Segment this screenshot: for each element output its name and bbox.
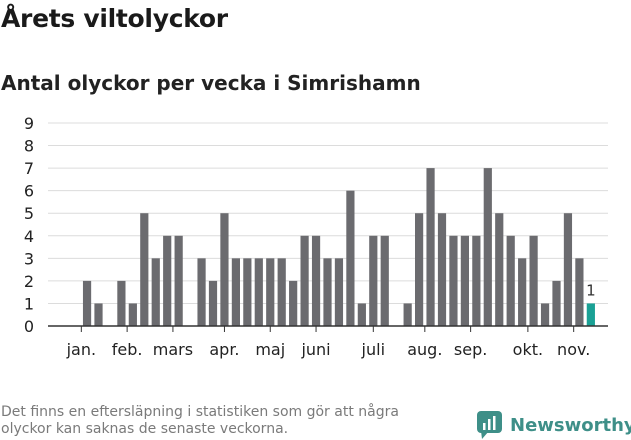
bar-week-44	[563, 213, 573, 326]
bar-week-43	[552, 280, 561, 326]
y-tick-label: 5	[24, 204, 34, 223]
bar-week-39	[506, 235, 515, 326]
bar-week-37	[483, 168, 492, 326]
bar-chart-speech-bubble-icon	[477, 411, 502, 439]
chart-title: Årets viltolyckor	[1, 4, 228, 33]
bar-week-40	[518, 258, 527, 326]
footnote: Det finns en eftersläpning i statistiken…	[1, 404, 399, 437]
bar-week-45	[575, 258, 584, 326]
bar-week-22	[311, 235, 321, 326]
bar-week-30	[403, 303, 412, 326]
bar-week-19	[277, 258, 286, 326]
bar-week-2	[82, 280, 92, 326]
y-tick-label: 1	[24, 294, 34, 313]
y-tick-label: 0	[24, 317, 34, 336]
bar-week-27	[369, 235, 378, 326]
bar-week-31	[415, 213, 424, 326]
bar-week-36	[472, 235, 481, 326]
bar-week-42	[540, 303, 550, 326]
bar-week-20	[289, 280, 298, 326]
bar-week-13	[208, 280, 218, 326]
x-tick-label-mars: mars	[153, 340, 193, 359]
bar-chart: 0 1 2 3 4 5 6 7 8 9 1 jan. feb. mars apr. maj juni juli au…	[24, 114, 608, 359]
x-tick-label-maj: maj	[255, 340, 285, 359]
bar-week-12	[197, 258, 206, 326]
y-tick-label: 6	[24, 182, 34, 201]
bar-week-17	[254, 258, 263, 326]
bar-week-28	[380, 235, 389, 326]
bar-week-32	[426, 168, 435, 326]
bar-week-8	[151, 258, 160, 326]
chart-subtitle: Antal olyckor per vecka i Simrishamn	[1, 71, 421, 95]
brand-name: Newsworthy	[510, 414, 631, 436]
bar-week-35	[460, 235, 469, 326]
bar-week-7	[140, 213, 149, 326]
bar-week-23	[323, 258, 332, 326]
y-tick-label: 7	[24, 159, 34, 178]
brand-logo[interactable]: Newsworthy	[477, 410, 631, 440]
bar-week-33	[437, 213, 447, 326]
bar-week-38	[495, 213, 504, 326]
y-tick-label: 2	[24, 272, 34, 291]
y-tick-label: 3	[24, 249, 34, 268]
bar-week-21	[300, 235, 309, 326]
x-tick-label-nov: nov.	[557, 340, 590, 359]
bar-week-15	[231, 258, 240, 326]
x-tick-label-juli: juli	[361, 340, 385, 359]
bar-week-18	[266, 258, 275, 326]
x-tick-label-jan: jan.	[66, 340, 96, 359]
x-tick-label-aug: aug.	[407, 340, 442, 359]
x-tick-label-juni: juni	[300, 340, 330, 359]
bar-week-46	[586, 303, 595, 326]
bar-week-25	[346, 190, 355, 326]
x-tick-label-apr: apr.	[209, 340, 239, 359]
x-tick-label-sep: sep.	[454, 340, 487, 359]
bar-week-5	[117, 280, 126, 326]
x-tick-label-okt: okt.	[513, 340, 543, 359]
bar-week-26	[357, 303, 366, 326]
bar-week-6	[128, 303, 137, 326]
bar-week-3	[94, 303, 103, 326]
bar-week-41	[529, 235, 538, 326]
bar-week-10	[174, 235, 183, 326]
bar-week-14	[220, 213, 229, 326]
y-tick-label: 8	[24, 137, 34, 156]
y-tick-label: 9	[24, 114, 34, 133]
y-tick-label: 4	[24, 227, 34, 246]
bar-week-24	[334, 258, 344, 326]
data-label: 1	[586, 281, 596, 299]
bar-week-16	[243, 258, 252, 326]
bar-week-9	[163, 235, 172, 326]
bar-week-34	[449, 235, 458, 326]
x-tick-label-feb: feb.	[112, 340, 143, 359]
